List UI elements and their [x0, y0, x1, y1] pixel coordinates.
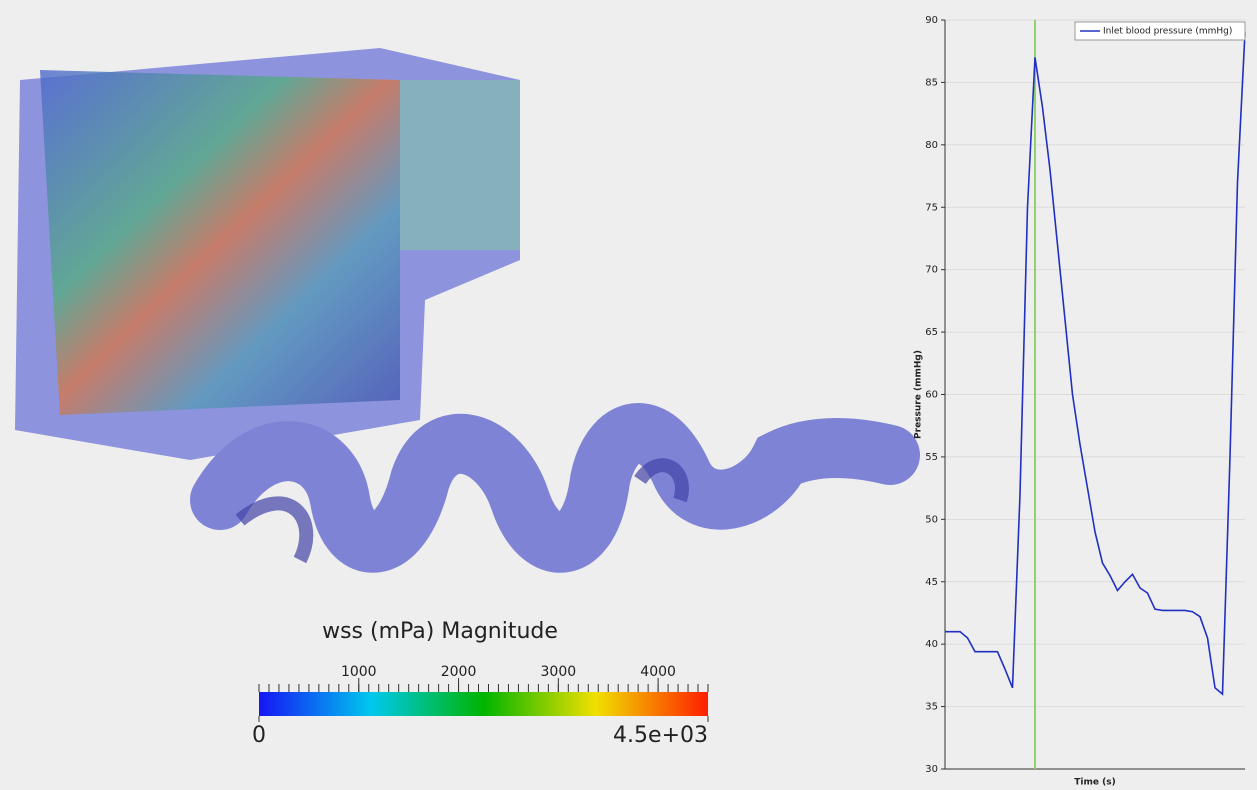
series-line: [945, 32, 1245, 694]
y-tick-label: 45: [925, 577, 938, 588]
x-label: Time (s): [1074, 778, 1115, 788]
y-tick-label: 30: [925, 764, 938, 775]
y-tick-label: 80: [925, 140, 938, 151]
vessel: [220, 433, 890, 543]
render-3d: [15, 48, 890, 560]
range-label: 4.5e+03: [613, 723, 708, 748]
colorbar: 1000 2000 3000 4000 0 4.5e+03: [252, 664, 708, 748]
y-tick-label: 65: [925, 327, 938, 338]
viewport: wss (mPa) Magnitude 1000 2000 3000 4000 0 4.5…: [0, 0, 1257, 790]
y-tick-label: 40: [925, 639, 938, 650]
y-tick-label: 60: [925, 390, 938, 401]
volume-right: [400, 80, 520, 250]
legend-label: Inlet blood pressure (mmHg): [1103, 27, 1232, 37]
y-tick-label: 85: [925, 77, 938, 88]
tick-label: 4000: [640, 664, 676, 680]
y-tick-label: 35: [925, 702, 938, 713]
tick-label: 1000: [341, 664, 377, 680]
y-tick-label: 55: [925, 452, 938, 463]
y-label: Pressure (mmHg): [914, 350, 924, 439]
colorbar-bar: [259, 692, 708, 716]
volume-inner: [40, 70, 400, 415]
range-label: 0: [252, 723, 266, 748]
y-tick-label: 70: [925, 265, 938, 276]
line-chart: 30 35 40 45 50 55 60 65 70 75 80 85 90 Pressure (mmHg…: [914, 15, 1246, 788]
y-tick-label: 50: [925, 514, 938, 525]
tick-label: 2000: [441, 664, 477, 680]
y-tick-label: 75: [925, 202, 938, 213]
y-tick-label: 90: [925, 15, 938, 26]
tick-label: 3000: [541, 664, 577, 680]
colorbar-title: wss (mPa) Magnitude: [322, 619, 558, 644]
